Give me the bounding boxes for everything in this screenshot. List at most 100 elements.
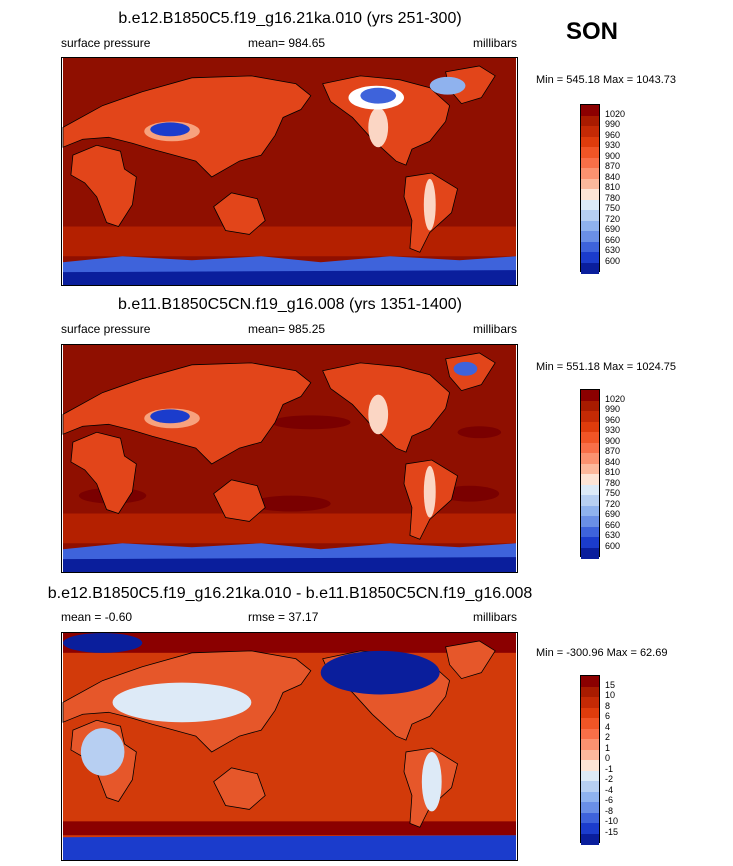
colorbar-2-swatch xyxy=(581,474,599,485)
panel-2-title: b.e11.B1850C5CN.f19_g16.008 (yrs 1351-14… xyxy=(118,296,462,313)
tibetan-plateau xyxy=(150,409,190,424)
colorbar-2-swatch xyxy=(581,516,599,527)
high-pressure-cell xyxy=(457,426,502,439)
colorbar-1-label: 630 xyxy=(605,245,621,255)
colorbar-1-swatch xyxy=(581,252,599,263)
colorbar-3-label: 15 xyxy=(605,679,616,690)
panel-1-minmax: Min = 545.18 Max = 1043.73 xyxy=(536,74,677,86)
greenland-landmass xyxy=(445,640,496,680)
colorbar-3-box xyxy=(580,675,600,845)
colorbar-2-swatch xyxy=(581,505,599,517)
colorbar-2-box xyxy=(580,389,600,559)
greenland-ice xyxy=(453,361,478,376)
colorbar-1-label: 900 xyxy=(605,150,621,161)
colorbar-2-swatch xyxy=(581,400,599,412)
colorbar-3-swatch xyxy=(581,739,599,750)
colorbar-1-label: 990 xyxy=(605,119,621,129)
australia-landmass xyxy=(213,479,266,522)
high-pressure-cell xyxy=(439,485,500,502)
fennoscandia-anomaly xyxy=(62,633,143,653)
colorbar-2-swatch xyxy=(581,495,599,506)
colorbar-3-swatch xyxy=(581,802,599,813)
colorbar-1-swatch xyxy=(581,115,599,127)
colorbar-2-swatch xyxy=(581,442,599,454)
colorbar-3-label: 10 xyxy=(605,690,616,700)
panel-1-mean: mean= 984.65 xyxy=(248,36,326,50)
colorbar-1-label: 750 xyxy=(605,203,621,213)
antarctic-interior xyxy=(62,557,517,572)
colorbar-1-label: 810 xyxy=(605,182,621,192)
colorbar-2-swatch xyxy=(581,537,599,548)
panel-3-colorbar: 15 10 8 6 4 2 1 0 -1 -2 -4 -6 -8 -10 -15 xyxy=(580,675,640,855)
panel-1-units: millibars xyxy=(472,36,517,50)
rocky-mountains xyxy=(368,394,389,435)
colorbar-1-swatch xyxy=(581,105,599,116)
colorbar-2-label: 600 xyxy=(605,540,621,551)
colorbar-3-label: -1 xyxy=(605,763,614,774)
colorbar-2-label: 930 xyxy=(605,425,621,435)
colorbar-3-label: 8 xyxy=(605,700,611,711)
asia-anomaly xyxy=(112,682,252,723)
rocky-mountains xyxy=(368,107,389,148)
colorbar-2-swatch xyxy=(581,453,599,464)
map-svg xyxy=(62,345,517,572)
colorbar-3-swatch xyxy=(581,781,599,792)
colorbar-1-label: 780 xyxy=(605,192,621,203)
colorbar-1-swatch xyxy=(581,262,599,274)
colorbar-1-swatch xyxy=(581,126,599,137)
colorbar-3-swatch xyxy=(581,686,599,698)
colorbar-1-swatch xyxy=(581,178,599,190)
colorbar-1-swatch xyxy=(581,220,599,232)
colorbar-2-label: 870 xyxy=(605,446,621,456)
colorbar-2-label: 720 xyxy=(605,498,621,509)
colorbar-3-label: 1 xyxy=(605,742,611,753)
panel-3-units: millibars xyxy=(472,610,517,624)
laurentide-anomaly xyxy=(320,650,440,695)
colorbar-2-swatch xyxy=(581,421,599,433)
panel-1-map xyxy=(61,57,518,286)
panel-3-map xyxy=(61,632,518,861)
panel-2-mean: mean= 985.25 xyxy=(248,322,326,336)
colorbar-1-swatch xyxy=(581,157,599,169)
colorbar-2-label: 690 xyxy=(605,509,621,519)
colorbar-1-swatch xyxy=(581,147,599,158)
colorbar-3-label: 6 xyxy=(605,711,611,721)
colorbar-3-swatch xyxy=(581,697,599,708)
colorbar-2-swatch xyxy=(581,411,599,422)
high-pressure-cell xyxy=(271,415,351,430)
map-svg xyxy=(62,633,517,860)
colorbar-3-label: -8 xyxy=(605,805,614,816)
colorbar-3-swatch xyxy=(581,833,599,845)
colorbar-3-label: -6 xyxy=(605,795,614,805)
antarctica-anomaly xyxy=(62,835,517,860)
panel-2-left-label: surface pressure xyxy=(61,322,151,336)
colorbar-3-label: 4 xyxy=(605,721,611,732)
panel-1-title: b.e12.B1850C5.f19_g16.21ka.010 (yrs 251-… xyxy=(118,10,462,27)
colorbar-2-label: 900 xyxy=(605,435,621,446)
colorbar-2-label: 960 xyxy=(605,414,621,425)
colorbar-3-swatch xyxy=(581,749,599,761)
andes-range xyxy=(423,465,436,518)
colorbar-3-swatch xyxy=(581,770,599,782)
africa-anomaly xyxy=(80,728,125,776)
colorbar-1-label: 600 xyxy=(605,255,621,266)
colorbar-2-label: 750 xyxy=(605,488,621,498)
panel-3-rmse: rmse = 37.17 xyxy=(248,610,319,624)
colorbar-1-label: 720 xyxy=(605,213,621,224)
colorbar-1-label: 660 xyxy=(605,234,621,245)
colorbar-3-swatch xyxy=(581,823,599,834)
colorbar-1-label: 960 xyxy=(605,129,621,140)
colorbar-2-label: 630 xyxy=(605,530,621,540)
tibetan-plateau xyxy=(150,122,190,137)
colorbar-3-swatch xyxy=(581,676,599,687)
colorbar-2-label: 780 xyxy=(605,477,621,488)
colorbar-3-label: 2 xyxy=(605,732,611,742)
colorbar-3-swatch xyxy=(581,718,599,729)
colorbar-2-label: 660 xyxy=(605,519,621,530)
high-pressure-cell xyxy=(251,495,331,512)
colorbar-1-swatch xyxy=(581,231,599,242)
colorbar-2-label: 990 xyxy=(605,404,621,414)
colorbar-1-box xyxy=(580,104,600,274)
colorbar-2-swatch xyxy=(581,547,599,559)
colorbar-2-swatch xyxy=(581,484,599,496)
